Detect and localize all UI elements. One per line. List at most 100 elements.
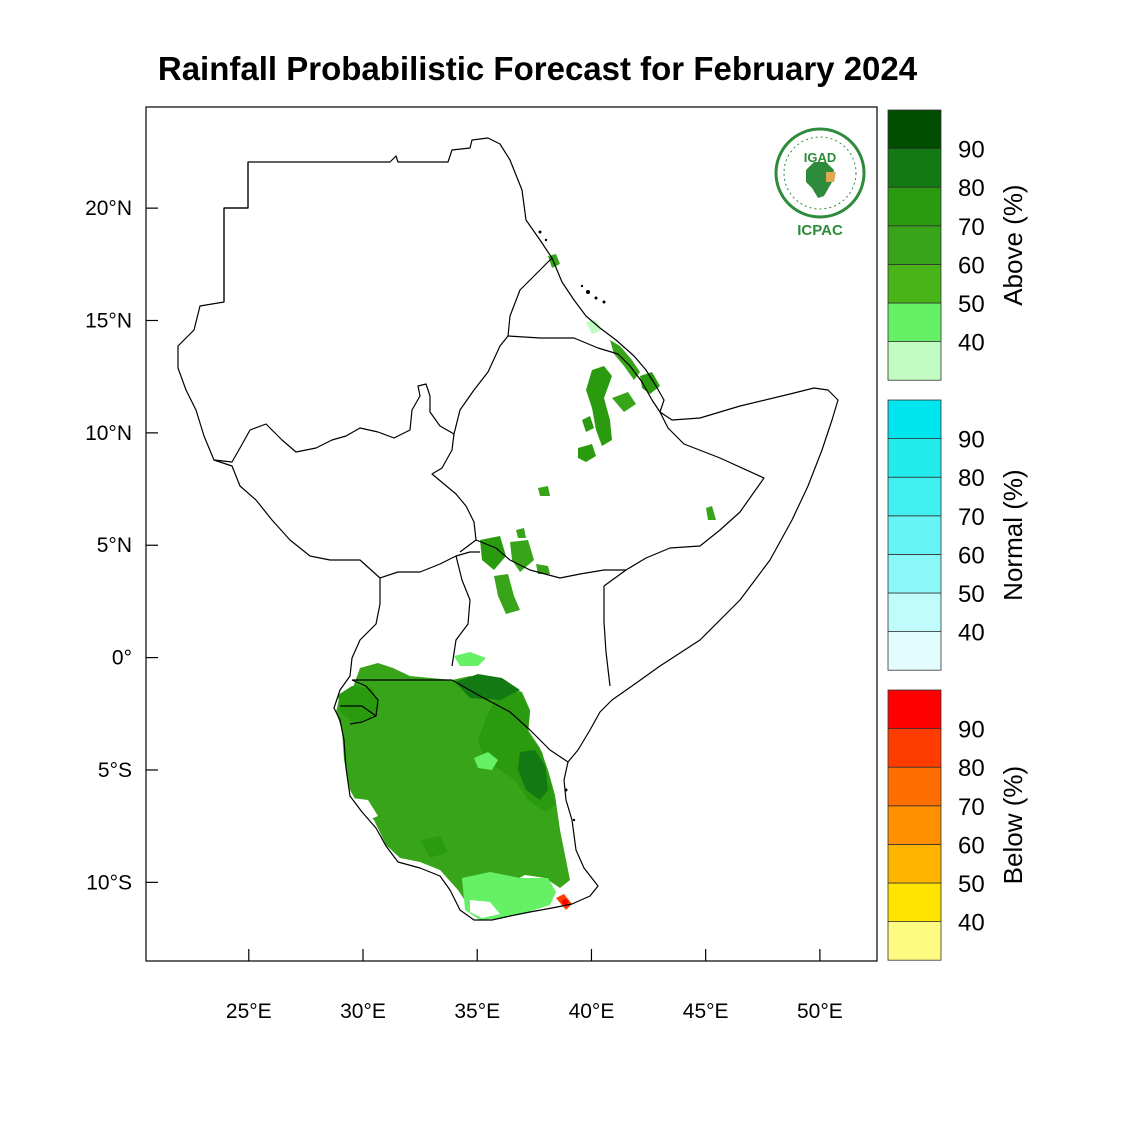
y-tick-label: 10°S (86, 871, 132, 894)
shading-lake-region-above-70 (455, 674, 520, 700)
colorbar-swatch (887, 728, 942, 768)
colorbar-swatch (887, 186, 942, 227)
border-kenya-somalia (603, 586, 611, 687)
y-tick-label: 5°N (97, 534, 132, 557)
shading-ethiopia-south-2 (510, 540, 534, 572)
red-sea-islands (538, 230, 606, 822)
x-tick-label: 45°E (683, 1000, 729, 1023)
colorbar-swatch (887, 805, 942, 845)
shading-eritrea-light (586, 320, 602, 334)
colorbar-tick-label: 80 (958, 465, 985, 492)
colorbar-swatch (887, 399, 942, 439)
colorbar-title: Normal (%) (998, 469, 1028, 600)
colorbar-tick-label: 90 (958, 427, 985, 454)
colorbar-swatch (887, 689, 942, 729)
border-southsudan-ethiopia (431, 433, 477, 553)
shading-rwanda-burundi (338, 686, 380, 722)
colorbar-tick-label: 50 (958, 291, 985, 318)
colorbar-tick-label: 40 (958, 330, 985, 357)
colorbar-tick-label: 40 (958, 910, 985, 937)
colorbar-tick-label: 40 (958, 620, 985, 647)
country-boundaries (177, 137, 839, 921)
border-ethiopia-kenya (475, 539, 626, 579)
forecast-shading (336, 254, 716, 920)
colorbar-title: Below (%) (998, 766, 1028, 884)
border-sudan-egypt-libya (224, 162, 249, 209)
colorbar-swatch (887, 341, 942, 381)
border-sudan-southsudan (213, 335, 509, 463)
shading-ethiopia-patch-3 (538, 486, 550, 496)
igad-icpac-emblem-icon (774, 127, 866, 219)
colorbar-title: Above (%) (998, 184, 1028, 305)
colorbar-tick-label: 60 (958, 832, 985, 859)
colorbar-swatch (887, 844, 942, 884)
shading-south-white-gap (470, 900, 500, 918)
colorbar-tick-label: 70 (958, 794, 985, 821)
shading-kenya-coast-above-80 (518, 750, 548, 800)
colorbar-swatch (887, 438, 942, 478)
x-tick-label: 40°E (569, 1000, 615, 1023)
horn-highlight-icon (826, 172, 836, 182)
colorbar-swatch (887, 631, 942, 671)
colorbar-tick-label: 70 (958, 504, 985, 531)
shading-ethiopia-highlands-2 (578, 444, 596, 462)
y-tick-label: 20°N (85, 197, 132, 220)
colorbar-0: 40 50 60 70 80 90 Above (%) (887, 109, 1028, 381)
colorbar-swatch (887, 225, 942, 265)
shading-ethiopia-south-3 (536, 564, 550, 574)
y-tick-label: 5°S (98, 759, 132, 782)
colorbar-tick-label: 80 (958, 175, 985, 202)
colorbar-tick-label: 70 (958, 214, 985, 241)
shading-ethiopia-patch-4 (706, 506, 716, 520)
x-tick-label: 25°E (226, 1000, 272, 1023)
region-outline (177, 137, 839, 921)
colorbar-swatch (887, 476, 942, 517)
shading-uganda-1 (494, 574, 520, 614)
border-sudan-ethiopia-eritrea (507, 257, 553, 337)
colorbar-tick-label: 60 (958, 542, 985, 569)
colorbar-swatch (887, 263, 942, 304)
colorbar-tick-label: 90 (958, 717, 985, 744)
page-title: Rainfall Probabilistic Forecast for Febr… (157, 50, 918, 87)
colorbar-swatch (887, 109, 942, 149)
africa-map-icon (806, 162, 834, 198)
border-burundi (340, 705, 377, 717)
colorbars: 40 50 60 70 80 90 Above (%) 40 50 60 70 80 90 Normal … (887, 109, 1028, 961)
colorbar-tick-label: 50 (958, 871, 985, 898)
shading-ethiopia-patch-6 (582, 416, 594, 432)
shading-dark-patch-1 (420, 836, 448, 858)
colorbar-tick-label: 80 (958, 755, 985, 782)
x-tick-label: 30°E (340, 1000, 386, 1023)
colorbar-swatch (887, 515, 942, 555)
colorbar-swatch (887, 592, 942, 632)
x-tick-label: 35°E (454, 1000, 500, 1023)
colorbar-tick-label: 50 (958, 581, 985, 608)
y-tick-label: 10°N (85, 422, 132, 445)
shading-ethiopia-patch-5 (516, 528, 526, 538)
border-ethiopia-somalia (603, 411, 765, 587)
colorbar-1: 40 50 60 70 80 90 Normal (%) (887, 399, 1028, 671)
colorbar-swatch (887, 554, 942, 594)
logo-bottom-text: ICPAC (797, 222, 843, 239)
colorbar-2: 40 50 60 70 80 90 Below (%) (887, 689, 1028, 961)
shading-afar (612, 392, 636, 412)
shading-central-above-50 (474, 752, 498, 770)
logo-top-text: IGAD (804, 150, 837, 165)
border-rwanda-burundi (349, 679, 379, 725)
shading-west-white-gap (352, 798, 378, 822)
colorbar-swatch (887, 766, 942, 807)
shading-southeast-below-core (562, 899, 568, 905)
colorbar-tick-label: 90 (958, 137, 985, 164)
y-tick-label: 0° (112, 647, 132, 670)
colorbar-swatch (887, 882, 942, 922)
y-tick-label: 15°N (85, 310, 132, 333)
shading-ethiopia-highlands-1 (586, 366, 612, 446)
border-eritrea-ethiopia (507, 335, 661, 413)
border-kenya-tanzania (451, 679, 569, 763)
border-uganda-kenya (451, 555, 471, 667)
colorbar-swatch (887, 302, 942, 342)
border-southsudan-uganda-kenya (379, 551, 480, 579)
igad-icpac-logo: IGAD ICPAC (774, 127, 866, 239)
x-tick-label: 50°E (797, 1000, 843, 1023)
